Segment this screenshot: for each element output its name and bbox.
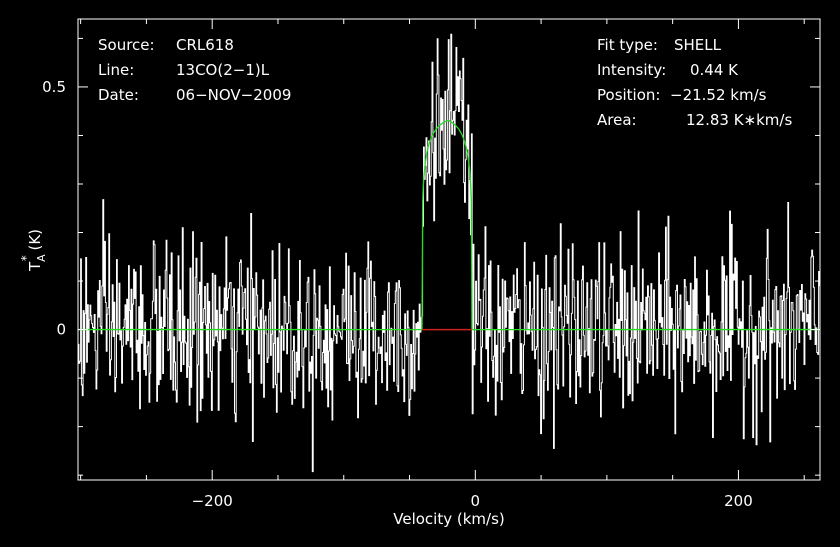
fit-info-block: Fit type: SHELL Intensity: 0.44 K Positi…: [597, 36, 792, 129]
info-intensity-key: Intensity:: [597, 61, 666, 79]
y-axis-label-main: T: [26, 261, 44, 272]
info-line-value: 13CO(2−1)L: [176, 61, 270, 79]
info-line-key: Line:: [98, 61, 134, 79]
info-fit-type-value: SHELL: [674, 36, 722, 54]
info-source-value: CRL618: [176, 36, 234, 54]
x-axis-label: Velocity (km/s): [393, 510, 504, 528]
plot-area: [78, 33, 820, 473]
plot-frame: [77, 18, 821, 481]
y-axis-label-unit: (K): [26, 229, 44, 255]
x-tick-label: −200: [192, 492, 233, 510]
info-area-key: Area:: [597, 111, 637, 129]
source-info-block: Source: CRL618 Line: 13CO(2−1)L Date: 06…: [98, 36, 291, 104]
info-date-value: 06−NOV−2009: [176, 86, 291, 104]
info-fit-type-key: Fit type:: [597, 36, 658, 54]
y-axis-label-sub: A: [35, 254, 48, 262]
info-position-value: −21.52 km/s: [670, 86, 767, 104]
spectrum-line: [78, 33, 820, 473]
x-tick-label: 0: [471, 492, 481, 510]
info-date-key: Date:: [98, 86, 139, 104]
fit-curve: [78, 119, 820, 331]
x-tick-label: 200: [724, 492, 753, 510]
y-tick-label: 0.5: [42, 78, 66, 96]
y-tick-label: 0: [56, 321, 66, 339]
info-intensity-value: 0.44 K: [690, 61, 739, 79]
info-area-value: 12.83 K∗km/s: [686, 111, 792, 129]
axis-ticks: −200 0 200 0 0.5: [42, 19, 820, 510]
info-position-key: Position:: [597, 86, 660, 104]
y-axis-label-sup: *: [19, 255, 33, 261]
y-axis-label: TA* (K): [19, 229, 48, 272]
info-source-key: Source:: [98, 36, 155, 54]
